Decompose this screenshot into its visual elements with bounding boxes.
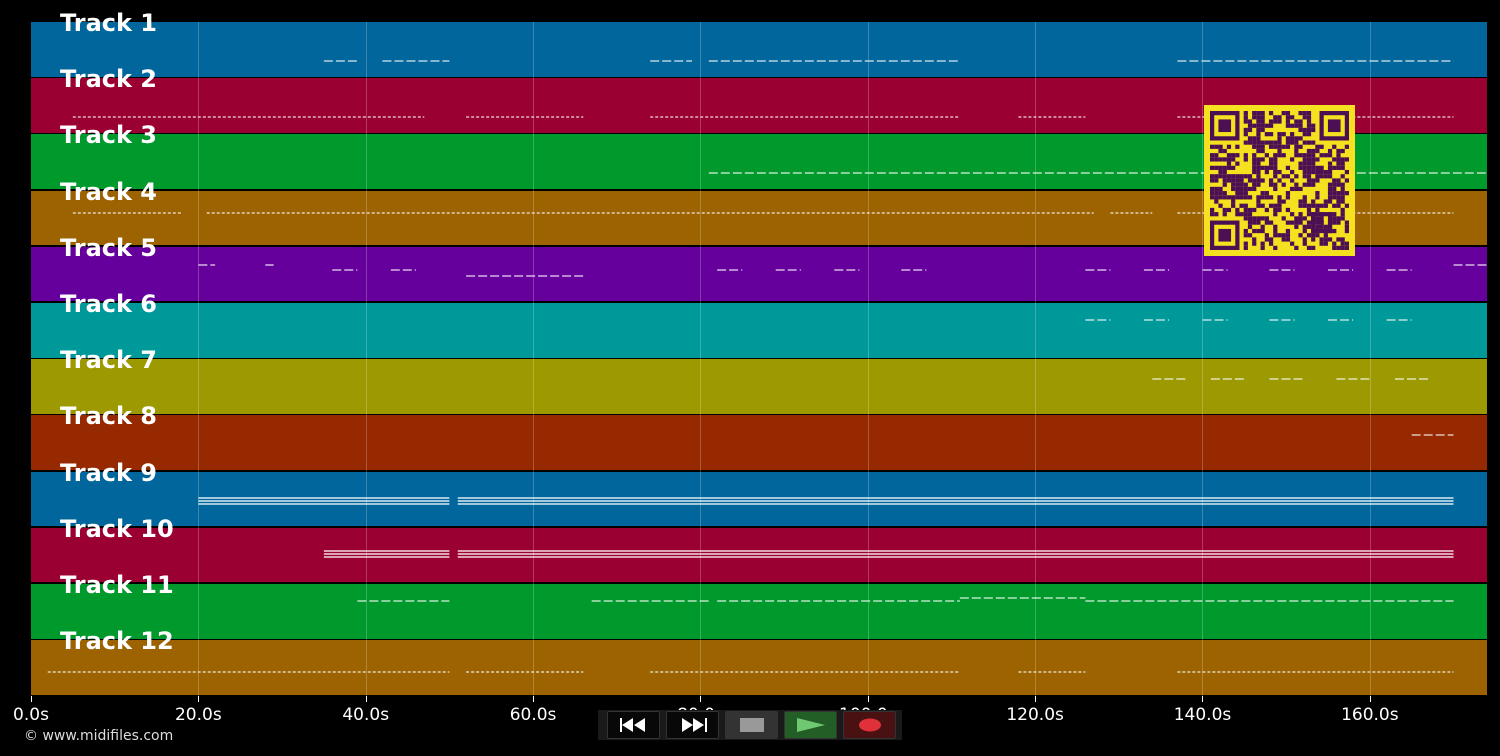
tick-mark xyxy=(867,696,869,702)
track-label: Track 8 xyxy=(60,402,158,431)
track-label: Track 6 xyxy=(60,290,158,318)
track-label: Track 11 xyxy=(60,571,174,599)
track-lane: Track 8 xyxy=(31,402,1487,470)
track-lane: Track 7 xyxy=(31,346,1487,414)
track-lane: Track 6 xyxy=(31,290,1487,358)
track-notes xyxy=(357,597,1454,602)
fast-forward-icon xyxy=(681,718,707,732)
track-lane: Track 5 xyxy=(31,234,1487,302)
tick-mark xyxy=(31,696,32,702)
qr-code-icon xyxy=(1204,105,1355,256)
record-button[interactable] xyxy=(843,711,896,739)
tick-mark xyxy=(1035,696,1037,702)
track-label: Track 5 xyxy=(60,233,158,262)
transport-controls xyxy=(598,710,902,740)
tick-label: 20.0s xyxy=(174,705,222,725)
tick-mark xyxy=(365,696,367,702)
track-notes xyxy=(198,264,1487,277)
play-button[interactable] xyxy=(784,711,837,739)
track-label: Track 12 xyxy=(60,627,174,656)
tick-label: 140.0s xyxy=(1173,705,1232,725)
copyright-text: © www.midifiles.com xyxy=(24,728,174,744)
track-label: Track 4 xyxy=(60,177,158,206)
track-notes xyxy=(1152,378,1429,380)
track-lane: Track 11 xyxy=(31,571,1487,639)
track-lane: Track 1 xyxy=(31,9,1487,77)
track-lane: Track 9 xyxy=(31,459,1487,527)
track-notes xyxy=(47,671,1454,673)
track-notes xyxy=(323,60,1454,62)
track-label: Track 10 xyxy=(60,514,174,543)
track-label: Track 2 xyxy=(60,65,158,94)
rewind-button[interactable] xyxy=(607,711,660,739)
record-icon xyxy=(858,718,881,732)
track-notes xyxy=(708,172,1487,175)
tick-mark xyxy=(700,696,702,702)
track-lane: Track 10 xyxy=(31,515,1487,583)
tick-mark xyxy=(1369,696,1371,702)
track-notes xyxy=(1085,319,1412,321)
tick-label: 60.0s xyxy=(509,705,557,725)
qr-code-graphic xyxy=(1210,111,1349,250)
track-label: Track 9 xyxy=(60,458,158,487)
play-icon xyxy=(796,718,825,732)
track-notes xyxy=(198,496,1454,505)
tick-label: 160.0s xyxy=(1341,705,1399,725)
tick-mark xyxy=(533,696,535,702)
stop-button[interactable] xyxy=(725,711,778,739)
track-label: Track 7 xyxy=(60,346,158,375)
tick-label: 120.0s xyxy=(1006,705,1064,725)
track-notes xyxy=(323,549,1454,558)
track-lane: Track 12 xyxy=(31,627,1487,695)
tick-label: 0.0s xyxy=(13,705,49,725)
stop-icon xyxy=(739,718,764,732)
track-label: Track 3 xyxy=(60,121,158,150)
tick-mark xyxy=(198,696,200,702)
tick-mark xyxy=(1202,696,1204,702)
track-label: Track 1 xyxy=(60,9,158,37)
fast-forward-button[interactable] xyxy=(666,711,719,739)
tick-label: 40.0s xyxy=(342,705,390,725)
track-notes xyxy=(1411,434,1454,437)
rewind-icon xyxy=(619,718,645,732)
